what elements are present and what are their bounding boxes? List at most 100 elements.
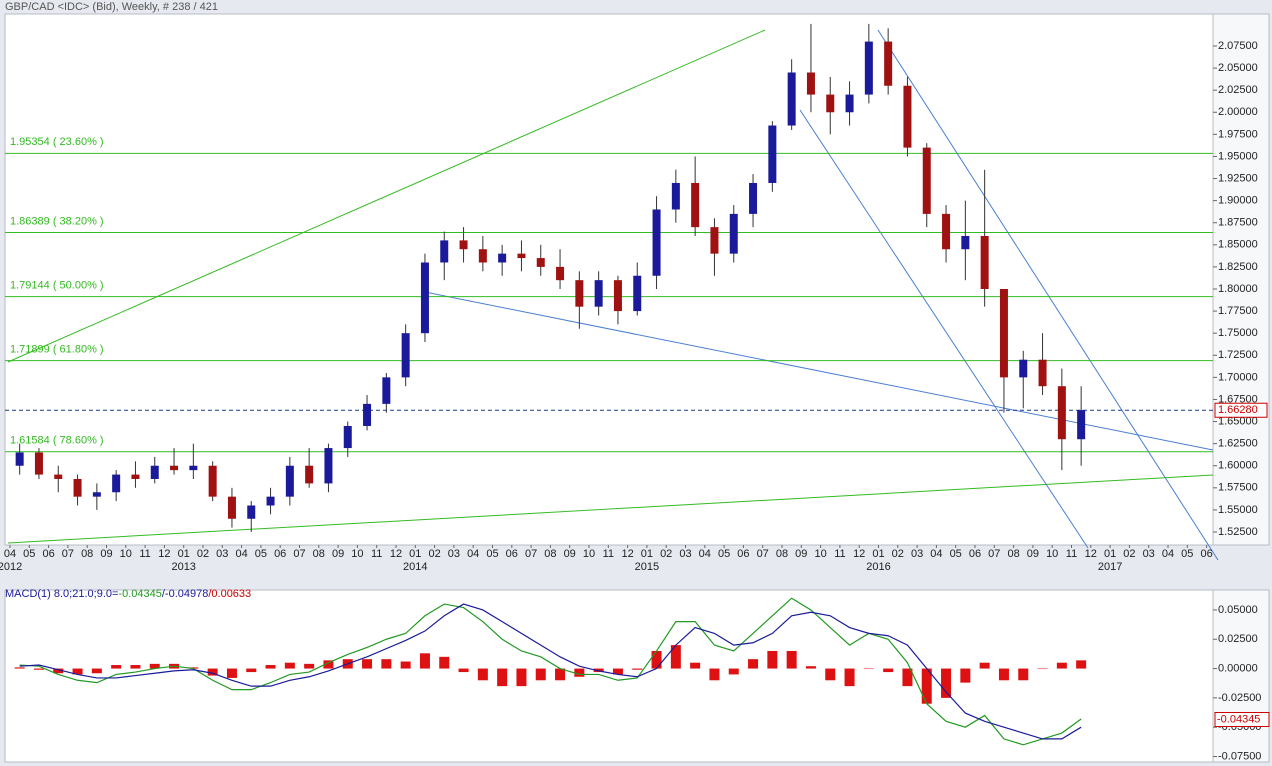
macd-histogram-bar: [91, 668, 102, 674]
x-tick-label: 06: [969, 548, 981, 560]
trend-line: [7, 474, 1214, 544]
candle-body: [401, 333, 410, 378]
candle-body: [208, 465, 217, 497]
candle-body: [189, 465, 198, 471]
y-tick-label: 1.97500: [1218, 128, 1258, 140]
y-tick-label: 1.57500: [1218, 482, 1258, 494]
x-tick-label: 09: [100, 548, 112, 560]
macd-histogram-bar: [246, 668, 257, 673]
x-tick-label: 02: [1123, 548, 1135, 560]
price-axis-area: [1212, 13, 1270, 546]
y-tick-label: 1.52500: [1218, 526, 1258, 538]
macd-histogram-bar: [1018, 668, 1029, 681]
y-tick-label: 1.82500: [1218, 261, 1258, 273]
fib-label: 1.95354 ( 23.60% ): [10, 136, 104, 148]
y-tick-label: 1.90000: [1218, 195, 1258, 207]
candle-body: [980, 235, 989, 289]
x-tick-label: 10: [120, 548, 132, 560]
candle-body: [1057, 386, 1066, 440]
x-tick-label: 02: [197, 548, 209, 560]
y-tick-label: 1.55000: [1218, 504, 1258, 516]
x-tick-label: 10: [1046, 548, 1058, 560]
candle-body: [942, 213, 951, 250]
candle-body: [150, 465, 159, 479]
macd-histogram-bar: [709, 668, 720, 681]
x-tick-label: 04: [699, 548, 711, 560]
x-tick-label: 08: [81, 548, 93, 560]
macd-histogram-bar: [1076, 660, 1087, 669]
x-tick-label: 04: [467, 548, 479, 560]
macd-histogram-bar: [439, 656, 450, 669]
candle-body: [324, 448, 333, 484]
candle-body: [710, 227, 719, 254]
x-tick-label: 04: [930, 548, 942, 560]
price-pane: [4, 13, 1214, 546]
candle-body: [961, 235, 970, 250]
candle-body: [806, 72, 815, 95]
y-tick-label: 1.77500: [1218, 305, 1258, 317]
x-tick-label: 01: [409, 548, 421, 560]
y-tick-label: 1.62500: [1218, 438, 1258, 450]
macd-histogram-bar: [130, 665, 141, 669]
macd-histogram-bar: [53, 668, 64, 674]
y-tick-label: 1.85000: [1218, 239, 1258, 251]
x-tick-label: 03: [679, 548, 691, 560]
candle-body: [305, 465, 314, 484]
candle-body: [170, 465, 179, 471]
macd-title-part: MACD(1) 8.0;21.0;9.0=: [5, 588, 118, 600]
macd-histogram-bar: [284, 662, 295, 669]
candle-body: [826, 94, 835, 113]
candle-body: [440, 240, 449, 263]
x-tick-label: 07: [293, 548, 305, 560]
candle-body: [517, 253, 526, 259]
macd-histogram-bar: [825, 668, 836, 681]
x-tick-label: 08: [1007, 548, 1019, 560]
candle-body: [575, 280, 584, 307]
macd-histogram-bar: [941, 668, 952, 698]
macd-histogram-bar: [400, 661, 411, 669]
macd-current-box: [1214, 711, 1270, 727]
macd-histogram-bar: [497, 668, 508, 687]
x-tick-label: 04: [235, 548, 247, 560]
macd-histogram-bar: [574, 668, 585, 677]
macd-histogram-bar: [555, 668, 566, 681]
x-tick-label: 01: [1104, 548, 1116, 560]
x-tick-label: 11: [834, 548, 845, 560]
x-tick-label: 01: [178, 548, 190, 560]
fib-label: 1.61584 ( 78.60% ): [10, 435, 104, 447]
candle-body: [691, 182, 700, 228]
macd-y-tick-label: 0.05000: [1218, 604, 1258, 616]
year-label: 2015: [635, 561, 659, 573]
x-tick-label: 03: [911, 548, 923, 560]
x-tick-label: 02: [660, 548, 672, 560]
x-tick-label: 07: [62, 548, 74, 560]
macd-histogram-bar: [149, 663, 160, 669]
current-price-label: 1.66280: [1218, 404, 1258, 416]
x-tick-label: 09: [1027, 548, 1039, 560]
y-tick-label: 1.70000: [1218, 371, 1258, 383]
fib-label: 1.79144 ( 50.00% ): [10, 279, 104, 291]
candle-body: [112, 474, 121, 493]
x-tick-label: 08: [544, 548, 556, 560]
candle-body: [903, 85, 912, 148]
macd-title-part: -0.04345: [118, 588, 161, 600]
macd-histogram-bar: [207, 668, 218, 676]
macd-histogram-bar: [226, 668, 237, 678]
candle-body: [247, 505, 256, 519]
candle-body: [768, 125, 777, 183]
x-tick-label: 07: [988, 548, 1000, 560]
candle-body: [363, 403, 372, 426]
x-tick-label: 12: [853, 548, 865, 560]
x-tick-label: 05: [23, 548, 35, 560]
candle-body: [652, 209, 661, 276]
year-label: 2012: [0, 561, 22, 573]
x-tick-label: 05: [1181, 548, 1193, 560]
x-tick-label: 09: [795, 548, 807, 560]
candle-body: [864, 41, 873, 95]
macd-histogram-bar: [979, 662, 990, 669]
macd-histogram-bar: [304, 663, 315, 669]
fib-label: 1.86389 ( 38.20% ): [10, 215, 104, 227]
y-tick-label: 1.87500: [1218, 217, 1258, 229]
candle-body: [459, 240, 468, 250]
macd-histogram-bar: [33, 668, 44, 670]
